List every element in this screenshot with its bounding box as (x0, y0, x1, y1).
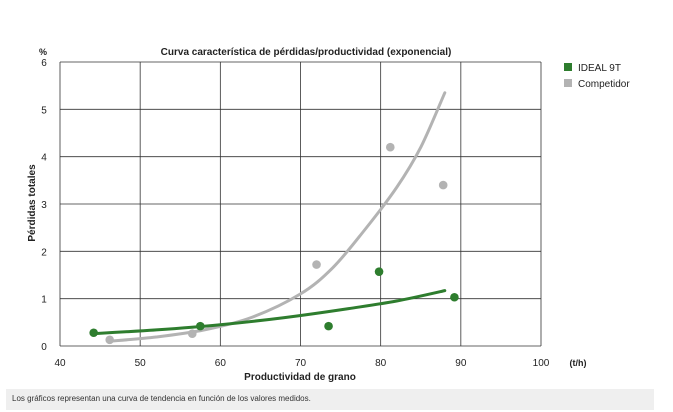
y-tick-label: 4 (41, 153, 47, 164)
data-point (195, 321, 205, 331)
y-tick-label: 6 (41, 58, 47, 69)
legend-swatch (564, 63, 572, 71)
data-point (374, 267, 384, 276)
data-point (105, 335, 115, 345)
y-tick-label: 1 (41, 295, 47, 306)
x-tick-label: 40 (54, 358, 66, 369)
grid (59, 61, 542, 347)
caption: Los gráficos representan una curva de te… (12, 394, 311, 403)
legend-swatch (564, 79, 572, 87)
caption-bar: Los gráficos representan una curva de te… (6, 389, 654, 410)
y-tick-label: 2 (41, 247, 47, 258)
y-tick-label: 5 (41, 105, 47, 116)
data-point (438, 180, 448, 190)
y-axis-label: Pérdidas totales (27, 164, 38, 242)
legend: IDEAL 9T Competidor (564, 63, 630, 90)
tick-labels: 40 50 60 70 80 90 100 0 1 2 3 4 5 6 (41, 58, 550, 369)
y-unit-label: % (39, 47, 47, 57)
x-tick-label: 70 (295, 358, 307, 369)
trend-line-1 (106, 91, 447, 343)
data-point (187, 329, 197, 338)
chart-title: Curva característica de pérdidas/product… (161, 47, 452, 58)
x-tick-label: 100 (533, 358, 550, 369)
trend-line-0 (90, 289, 447, 336)
y-tick-label: 0 (41, 342, 47, 353)
legend-label: Competidor (578, 79, 630, 90)
data-point (89, 328, 98, 338)
x-unit-label: (t/h) (570, 358, 587, 368)
data-point (385, 142, 395, 152)
y-tick-label: 3 (41, 200, 47, 211)
data-point (450, 292, 459, 302)
x-tick-label: 80 (375, 358, 387, 369)
x-tick-label: 90 (455, 358, 467, 369)
data-points (89, 142, 459, 345)
trend-lines (90, 91, 447, 343)
data-point (324, 321, 333, 331)
x-axis-label: Productividad de grano (244, 372, 356, 383)
data-point (312, 260, 321, 269)
x-tick-label: 60 (215, 358, 227, 369)
legend-label: IDEAL 9T (578, 63, 621, 74)
x-tick-label: 50 (135, 358, 147, 369)
